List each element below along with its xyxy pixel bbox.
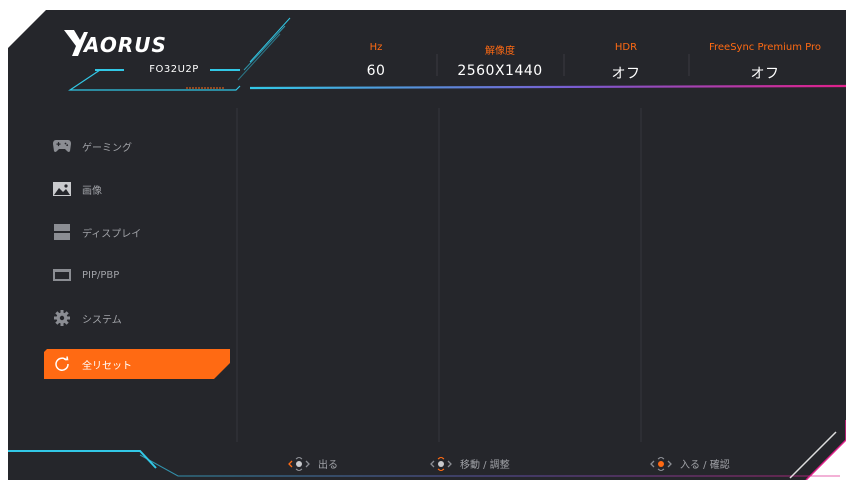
header-value-freesync: オフ (750, 66, 780, 82)
menu-item-label: ゲーミング (82, 142, 132, 154)
menu-item-label: 画像 (82, 185, 102, 197)
header-label-hdr: HDR (614, 42, 638, 53)
header-value-refresh-rate: 60 (366, 63, 386, 79)
footer-hint-enter-confirm: 入る / 確認 (648, 456, 730, 471)
pip-icon (52, 265, 72, 285)
display-icon (52, 222, 72, 242)
aorus-logo: AORUS (64, 30, 167, 57)
joystick-press-icon (650, 456, 672, 471)
header-value-hdr: オフ (611, 66, 641, 82)
menu-item-system[interactable]: システム (44, 303, 228, 333)
footer-hint-label: 入る / 確認 (680, 460, 730, 471)
header-label-resolution: 解像度 (485, 46, 515, 57)
menu-item-label: ディスプレイ (82, 228, 142, 240)
reset-icon (52, 354, 72, 374)
footer-hint-exit: 出る (286, 456, 338, 471)
footer-hint-label: 移動 / 調整 (460, 460, 510, 471)
header-label-freesync: FreeSync Premium Pro (708, 42, 822, 53)
menu-item-reset-all[interactable]: 全リセット (44, 349, 228, 379)
logo-text: AORUS (82, 33, 167, 57)
footer-hint-move-adjust: 移動 / 調整 (428, 456, 510, 471)
menu-item-label: PIP/PBP (82, 269, 120, 281)
joystick-left-icon (288, 456, 310, 471)
menu-item-label: 全リセット (82, 360, 132, 372)
menu-item-label: システム (82, 314, 122, 326)
joystick-updown-icon (430, 456, 452, 471)
menu-item-picture[interactable]: 画像 (44, 174, 228, 204)
menu-item-gaming[interactable]: ゲーミング (44, 131, 228, 161)
menu-item-display[interactable]: ディスプレイ (44, 217, 228, 247)
footer-hint-label: 出る (318, 460, 338, 471)
gear-icon (52, 308, 72, 328)
picture-icon (52, 179, 72, 199)
gamepad-icon (52, 136, 72, 156)
header-label-refresh-rate: Hz (369, 42, 383, 53)
menu-selection-highlight (44, 349, 230, 379)
header-value-resolution: 2560X1440 (457, 63, 543, 79)
menu-item-pip-pbp[interactable]: PIP/PBP (44, 260, 228, 290)
model-name: FO32U2P (149, 64, 199, 75)
